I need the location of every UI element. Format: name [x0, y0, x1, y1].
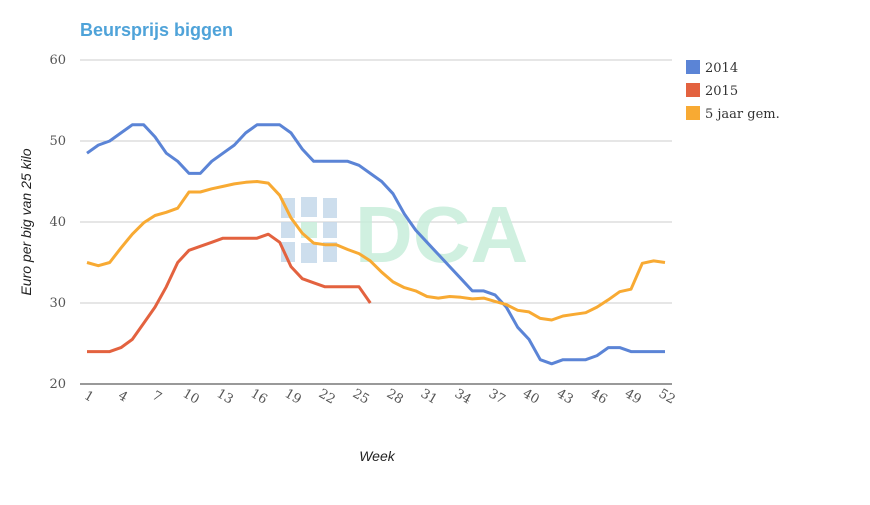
x-tick-label: 52	[656, 386, 678, 407]
legend-label: 5 jaar gem.	[705, 107, 780, 122]
chart-title: Beursprijs biggen	[80, 20, 233, 40]
x-tick-label: 4	[115, 388, 130, 405]
y-tick-label: 40	[49, 215, 66, 230]
series-line-5-jaar-gem-	[86, 180, 666, 322]
watermark-text: DCA	[355, 190, 528, 279]
x-tick-label: 37	[486, 386, 508, 407]
x-tick-label: 10	[180, 386, 202, 407]
y-axis-label: Euro per big van 25 kilo	[18, 148, 34, 295]
x-tick-label: 34	[452, 386, 474, 407]
x-axis-label: Week	[359, 448, 396, 464]
y-tick-label: 50	[49, 134, 66, 149]
x-tick-label: 16	[248, 386, 270, 407]
legend-label: 2014	[705, 61, 738, 76]
x-tick-label: 22	[316, 386, 338, 407]
x-tick-label: 46	[588, 386, 610, 407]
y-tick-label: 20	[49, 377, 66, 392]
legend-label: 2015	[705, 84, 738, 99]
x-tick-label: 28	[384, 386, 406, 407]
watermark-logo: DCA	[281, 190, 528, 279]
x-tick-label: 25	[350, 386, 372, 407]
series-line-2014	[86, 123, 665, 366]
x-tick-label: 19	[282, 386, 304, 407]
y-tick-label: 30	[49, 296, 66, 311]
x-tick-label: 49	[622, 386, 644, 407]
legend-swatch	[686, 106, 700, 120]
x-tick-label: 40	[520, 386, 542, 407]
legend-swatch	[686, 83, 700, 97]
x-tick-label: 13	[214, 386, 236, 407]
y-tick-label: 60	[49, 53, 66, 68]
x-tick-label: 7	[149, 388, 164, 405]
series-line-2015	[87, 232, 372, 354]
x-tick-label: 1	[81, 388, 96, 405]
legend-swatch	[686, 60, 700, 74]
x-tick-label: 31	[418, 386, 440, 407]
x-tick-label: 43	[554, 386, 576, 407]
